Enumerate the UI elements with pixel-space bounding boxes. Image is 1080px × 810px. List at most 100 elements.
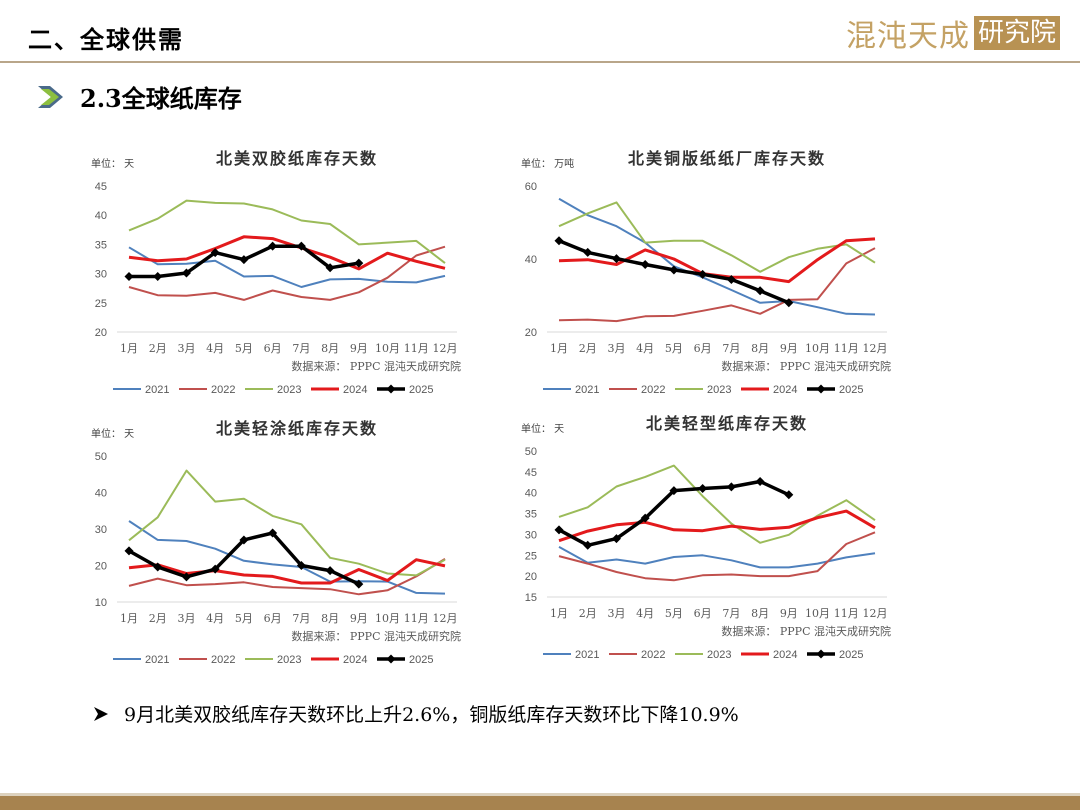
y-tick-label: 30: [95, 269, 107, 281]
chart-coated-paper-inventory: 北美铜版纸纸厂库存天数 单位： 万吨 20 40 60 1月 2月 3月 4月 5月 6月 7月 8月 9…: [515, 140, 915, 400]
data-point-2025: [325, 263, 335, 273]
data-point-2025: [583, 247, 593, 257]
data-point-2025: [325, 566, 335, 576]
series-line-2021: [128, 520, 446, 595]
x-tick-label: 5月: [665, 342, 683, 355]
source-note: 数据来源： PPPC 混沌天成研究院: [291, 629, 461, 643]
legend-label: 2024: [773, 649, 797, 661]
x-tick-label: 3月: [607, 342, 625, 355]
x-tick-label: 8月: [751, 342, 769, 355]
x-tick-label: 3月: [607, 607, 625, 620]
legend-label: 2025: [409, 654, 433, 666]
x-tick-label: 7月: [292, 612, 310, 625]
section-title: 2.3全球纸库存: [80, 84, 242, 113]
series-line-2023: [128, 469, 446, 577]
y-tick-label: 20: [95, 561, 107, 573]
y-tick-label: 20: [525, 327, 537, 339]
legend-label: 2024: [343, 384, 367, 396]
series-line-2021: [558, 546, 876, 569]
footer-highlight: [0, 793, 1080, 796]
legend-label: 2021: [145, 384, 169, 396]
header-title: 二、全球供需: [28, 25, 184, 54]
data-point-2025: [611, 254, 621, 264]
data-point-2025: [354, 258, 364, 268]
x-tick-label: 7月: [292, 342, 310, 355]
legend-label: 2021: [575, 384, 599, 396]
x-tick-label: 12月: [863, 607, 888, 620]
legend-label: 2022: [211, 384, 235, 396]
x-tick-label: 3月: [177, 612, 195, 625]
y-tick-label: 45: [525, 467, 537, 479]
legend-label: 2023: [707, 384, 731, 396]
y-tick-label: 10: [95, 597, 107, 609]
y-tick-label: 30: [95, 524, 107, 536]
x-tick-label: 7月: [722, 607, 740, 620]
y-tick-label: 60: [525, 181, 537, 193]
x-tick-label: 5月: [235, 342, 253, 355]
series-line-2024: [128, 558, 446, 585]
footer-bar: [0, 796, 1080, 810]
y-tick-label: 35: [95, 239, 107, 251]
chart-title: 北美轻涂纸库存天数: [216, 419, 378, 438]
legend-marker-2025: [816, 649, 826, 659]
legend-label: 2023: [707, 649, 731, 661]
x-tick-label: 6月: [694, 607, 712, 620]
data-point-2025: [640, 513, 650, 523]
x-tick-label: 1月: [120, 612, 138, 625]
x-tick-label: 4月: [206, 612, 224, 625]
data-point-2025: [239, 535, 249, 545]
data-point-2025: [698, 484, 708, 494]
chart-title: 北美轻型纸库存天数: [646, 414, 808, 433]
x-tick-label: 7月: [722, 342, 740, 355]
data-point-2025: [755, 476, 765, 486]
company-logo: 混沌天成 研究院: [846, 14, 1061, 54]
series-line-2023: [558, 464, 876, 544]
series-line-2022: [558, 531, 876, 582]
unit-label: 单位： 万吨: [521, 157, 574, 170]
x-tick-label: 9月: [780, 342, 798, 355]
x-tick-label: 8月: [321, 612, 339, 625]
legend-label: 2023: [277, 654, 301, 666]
y-tick-label: 40: [525, 254, 537, 266]
data-point-2025: [583, 540, 593, 550]
x-tick-label: 2月: [149, 342, 167, 355]
series-line-2024: [128, 235, 446, 271]
legend-label: 2025: [839, 649, 863, 661]
legend-label: 2024: [343, 654, 367, 666]
source-note: 数据来源： PPPC 混沌天成研究院: [721, 359, 891, 373]
section-heading: 2.3全球纸库存: [36, 79, 242, 114]
y-tick-label: 20: [95, 327, 107, 339]
logo-text: 混沌天成: [846, 19, 970, 54]
x-tick-label: 11月: [834, 342, 859, 355]
unit-label: 单位： 天: [91, 157, 134, 170]
y-tick-label: 20: [525, 571, 537, 583]
x-tick-label: 11月: [834, 607, 859, 620]
x-tick-label: 11月: [404, 612, 429, 625]
x-tick-label: 5月: [235, 612, 253, 625]
data-point-2025: [153, 272, 163, 282]
arrow-bullet-icon: [94, 706, 108, 721]
y-tick-label: 15: [525, 592, 537, 604]
x-tick-label: 8月: [321, 342, 339, 355]
summary-bullet: 9月北美双胶纸库存天数环比上升2.6%，铜版纸库存天数环比下降10.9%: [92, 700, 739, 727]
x-tick-label: 12月: [863, 342, 888, 355]
x-tick-label: 4月: [206, 342, 224, 355]
logo-badge: 研究院: [974, 16, 1061, 50]
series-line-2022: [128, 558, 446, 596]
data-point-2025: [698, 269, 708, 279]
series-line-2021: [558, 197, 876, 316]
data-point-2025: [268, 528, 278, 538]
data-point-2025: [296, 561, 306, 570]
data-point-2025: [669, 486, 679, 496]
data-point-2025: [296, 241, 306, 251]
x-tick-label: 9月: [780, 607, 798, 620]
x-tick-label: 2月: [579, 342, 597, 355]
chart-title: 北美双胶纸库存天数: [216, 149, 378, 168]
data-point-2025: [181, 572, 191, 582]
x-tick-label: 11月: [404, 342, 429, 355]
header-divider: [0, 61, 1080, 63]
x-tick-label: 10月: [805, 342, 830, 355]
x-tick-label: 1月: [120, 342, 138, 355]
